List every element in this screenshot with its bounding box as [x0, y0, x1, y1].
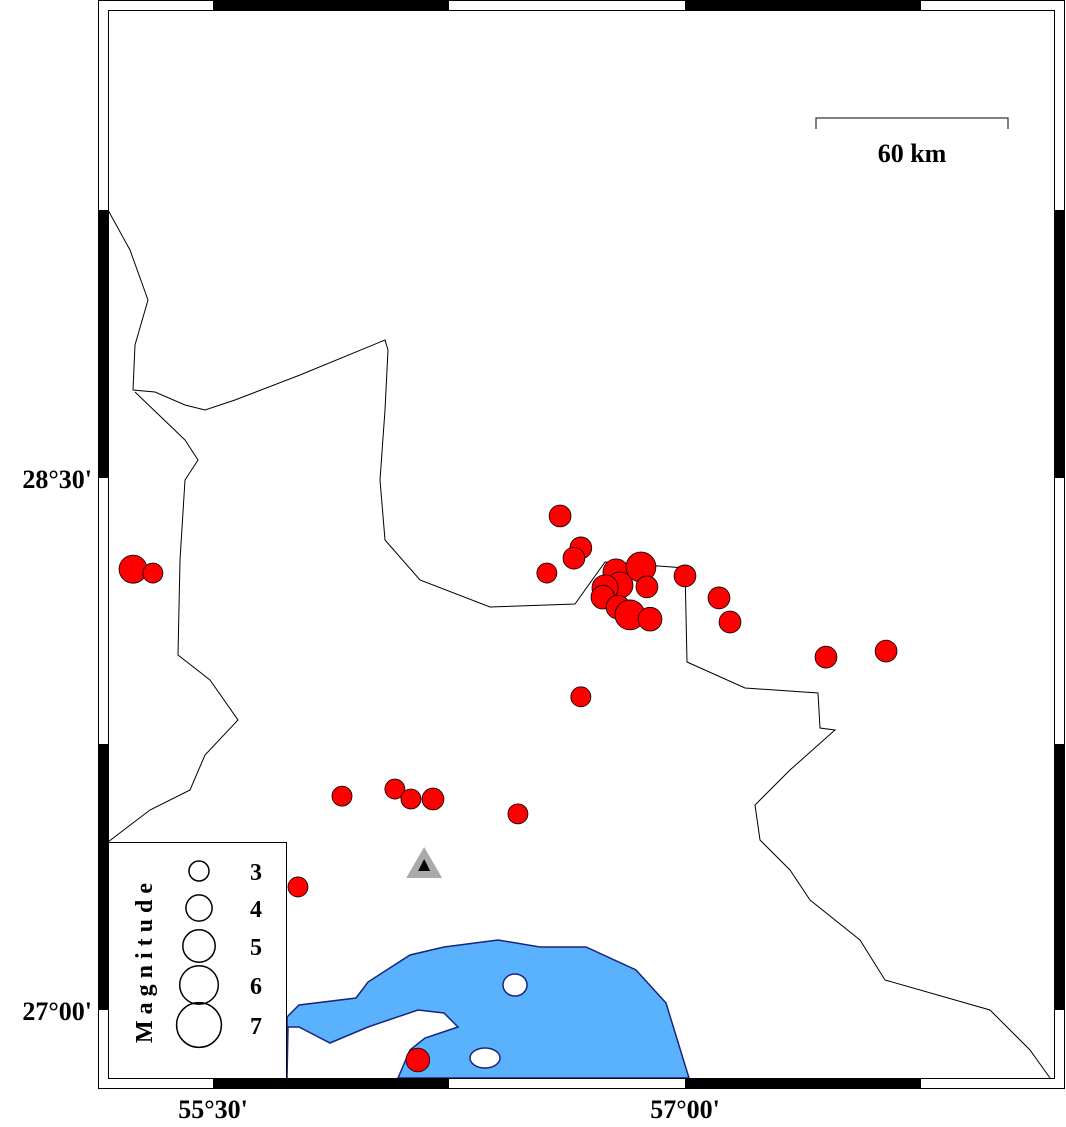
scale-bar-label: 60 km [878, 139, 947, 168]
legend-label: 4 [250, 897, 262, 923]
earthquake-marker [507, 803, 529, 825]
earthquake-marker [562, 546, 586, 570]
earthquake-marker [570, 686, 592, 708]
earthquake-marker [287, 876, 309, 898]
station-inner-triangle-icon [418, 859, 431, 872]
province-borders [107, 209, 1051, 1079]
earthquake-marker [637, 606, 663, 632]
island [502, 973, 528, 997]
earthquake-events [118, 504, 898, 1073]
legend-title: Magnitude [132, 877, 158, 1043]
y-tick-label: 28°30' [22, 465, 92, 494]
earthquake-marker [405, 1047, 431, 1073]
legend-circle [175, 1001, 223, 1049]
sea [286, 939, 691, 1079]
map-frame [98, 0, 1065, 1089]
legend-circle [182, 929, 216, 963]
earthquake-marker [536, 562, 558, 584]
x-tick-label: 57°00' [650, 1095, 720, 1124]
x-tick-label: 55°30' [178, 1095, 248, 1124]
legend-circle [188, 860, 210, 882]
legend-label: 3 [250, 860, 262, 886]
legend-label: 7 [250, 1014, 262, 1040]
island [469, 1047, 501, 1069]
legend-circle [178, 964, 220, 1006]
legend-label: 6 [250, 974, 262, 1000]
earthquake-marker [673, 564, 697, 588]
legend-label: 5 [250, 935, 262, 961]
scale-bar: 60 km [815, 117, 1009, 168]
seismic-station [406, 847, 443, 879]
earthquake-marker [814, 645, 838, 669]
earthquake-marker [421, 787, 445, 811]
earthquake-marker [118, 554, 148, 584]
earthquake-marker [142, 562, 164, 584]
legend-circle [185, 894, 213, 922]
y-tick-label: 27°00' [22, 997, 92, 1026]
earthquake-marker [874, 639, 898, 663]
earthquake-marker [331, 785, 353, 807]
earthquake-marker [384, 778, 406, 800]
magnitude-legend: Magnitude 3 4 5 6 7 [108, 842, 287, 1079]
earthquake-marker [400, 788, 422, 810]
earthquake-marker [707, 586, 731, 610]
earthquake-marker [548, 504, 572, 528]
earthquake-marker [718, 610, 742, 634]
earthquake-marker [635, 575, 659, 599]
